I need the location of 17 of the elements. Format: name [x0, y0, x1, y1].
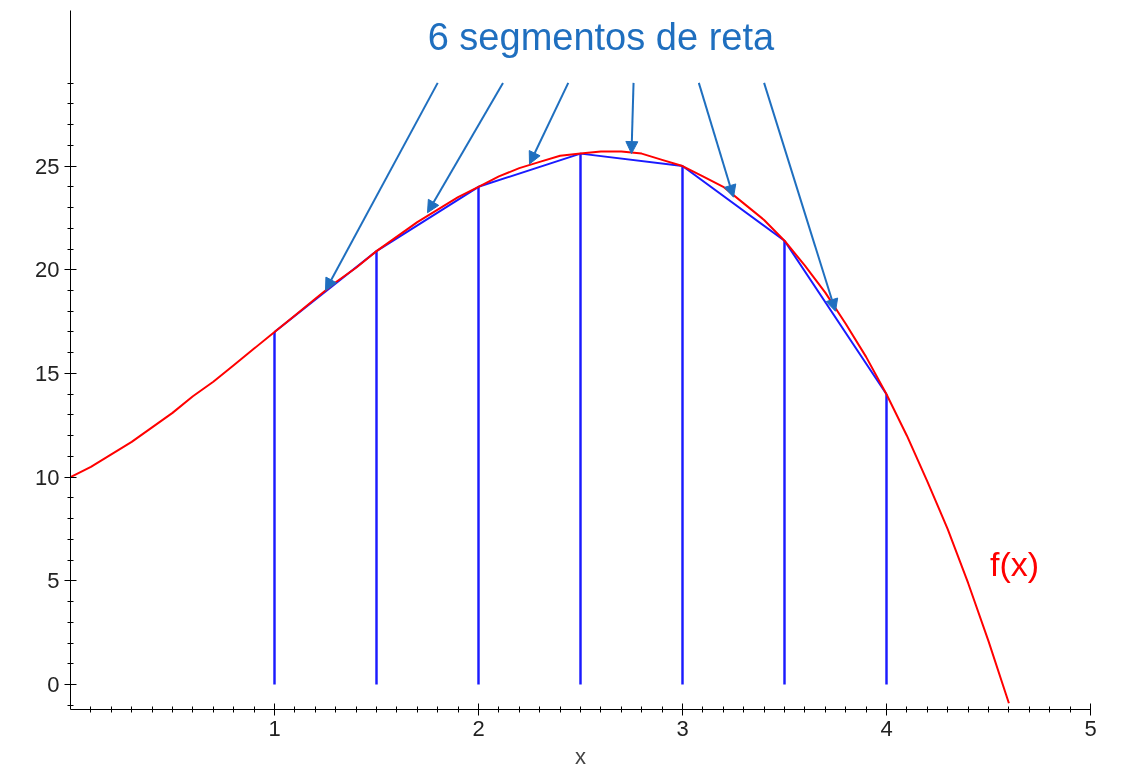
y-tick-label: 25: [35, 153, 60, 179]
bar: [885, 394, 888, 685]
series-label: f(x): [990, 544, 1040, 583]
x-tick-label: 4: [880, 715, 893, 741]
y-tick-label: 5: [47, 568, 60, 594]
x-tick-label: 2: [472, 715, 485, 741]
x-tick-label: 1: [268, 715, 281, 741]
y-tick-label: 10: [35, 464, 60, 490]
bar: [273, 332, 276, 685]
annotation: 6 segmentos de reta: [427, 16, 775, 59]
y-tick-label: 15: [35, 360, 60, 386]
bar: [375, 251, 378, 685]
x-tick-label: 3: [676, 715, 689, 741]
x-tick-label: 5: [1084, 715, 1097, 741]
x-axis-title: x: [575, 743, 586, 769]
y-tick-label: 20: [35, 257, 60, 283]
y-tick-label: 0: [47, 672, 60, 698]
